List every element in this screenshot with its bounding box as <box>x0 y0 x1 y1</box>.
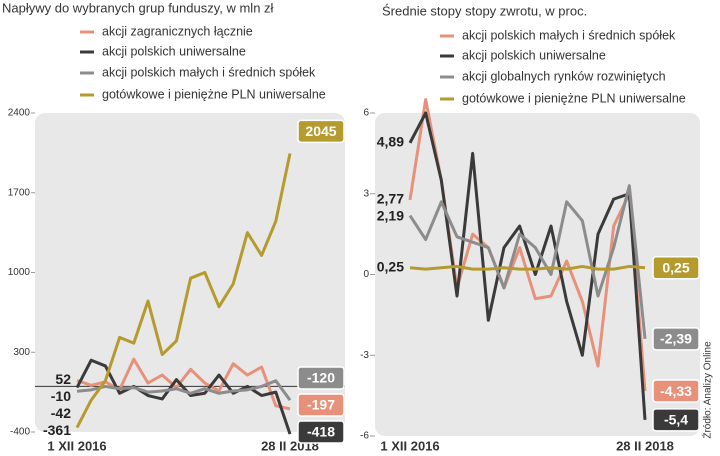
y-tick-label: -6 <box>360 431 369 442</box>
series-line <box>75 153 292 429</box>
legend-label: akcji polskich małych i średnich spółek <box>462 28 676 42</box>
legend-label: akcji polskich uniwersalne <box>462 48 606 62</box>
start-label: 52 <box>55 371 71 387</box>
series-line <box>408 184 647 339</box>
y-tick-label: 300 <box>13 347 30 358</box>
end-label: -120 <box>307 370 335 386</box>
x-tick-label: 1 XII 2016 <box>380 438 439 453</box>
end-label-box <box>652 408 700 432</box>
y-tick-label: 1700 <box>8 187 31 198</box>
end-label: -4,33 <box>660 383 692 399</box>
end-label-box <box>297 420 345 444</box>
y-tick-label: 0 <box>363 269 369 280</box>
legend-label: akcji polskich uniwersalne <box>102 44 246 58</box>
legend-label: akcji zagranicznych łącznie <box>102 24 253 38</box>
end-label: -2,39 <box>660 331 692 347</box>
chart-title: Napływy do wybranych grup funduszy, w ml… <box>2 0 274 15</box>
chart-title: Średnie stopy stopy zwrotu, w proc. <box>382 3 587 18</box>
end-label-box <box>297 119 345 144</box>
y-tick-label: 6 <box>363 108 369 119</box>
y-tick-label: -3 <box>360 350 369 361</box>
x-tick-label: 28 II 2018 <box>616 438 674 453</box>
y-tick-label: 2400 <box>8 108 31 119</box>
end-label: 0,25 <box>662 259 689 275</box>
series-line <box>408 111 647 420</box>
start-label: -361 <box>43 422 71 438</box>
legend-label: gotówkowe i pieniężne PLN uniwersalne <box>462 91 686 105</box>
x-tick-label: 1 XII 2016 <box>47 438 106 453</box>
end-label-box <box>297 366 345 390</box>
end-label-box <box>652 256 700 280</box>
series-line <box>75 358 292 435</box>
start-label: -10 <box>51 388 71 404</box>
end-label: -197 <box>307 397 335 413</box>
legend-label: akcji polskich małych i średnich spółek <box>102 65 316 79</box>
plot-area <box>35 113 345 432</box>
end-label-box <box>652 327 700 351</box>
start-label: 0,25 <box>377 258 404 274</box>
series-line <box>409 264 646 271</box>
legend-label: akcji globalnych rynków rozwiniętych <box>462 69 666 83</box>
start-label: -42 <box>51 405 71 421</box>
legend-label: gotówkowe i pieniężne PLN uniwersalne <box>102 87 326 101</box>
end-label: -418 <box>307 424 335 440</box>
start-label: 2,77 <box>377 191 404 207</box>
end-label-box <box>652 379 700 403</box>
start-label: 4,89 <box>377 134 404 150</box>
source: Źródło: Analizy Online <box>701 341 714 439</box>
series-line <box>76 357 291 411</box>
end-label: 2045 <box>305 123 336 139</box>
plot-area <box>375 113 700 436</box>
end-label: -5,4 <box>664 412 688 428</box>
end-label-box <box>297 393 345 417</box>
start-label: 2,19 <box>377 208 404 224</box>
y-tick-label: 3 <box>363 188 369 199</box>
y-tick-label: -400 <box>10 427 30 438</box>
series-line <box>76 379 292 401</box>
y-tick-label: 1000 <box>8 267 31 278</box>
